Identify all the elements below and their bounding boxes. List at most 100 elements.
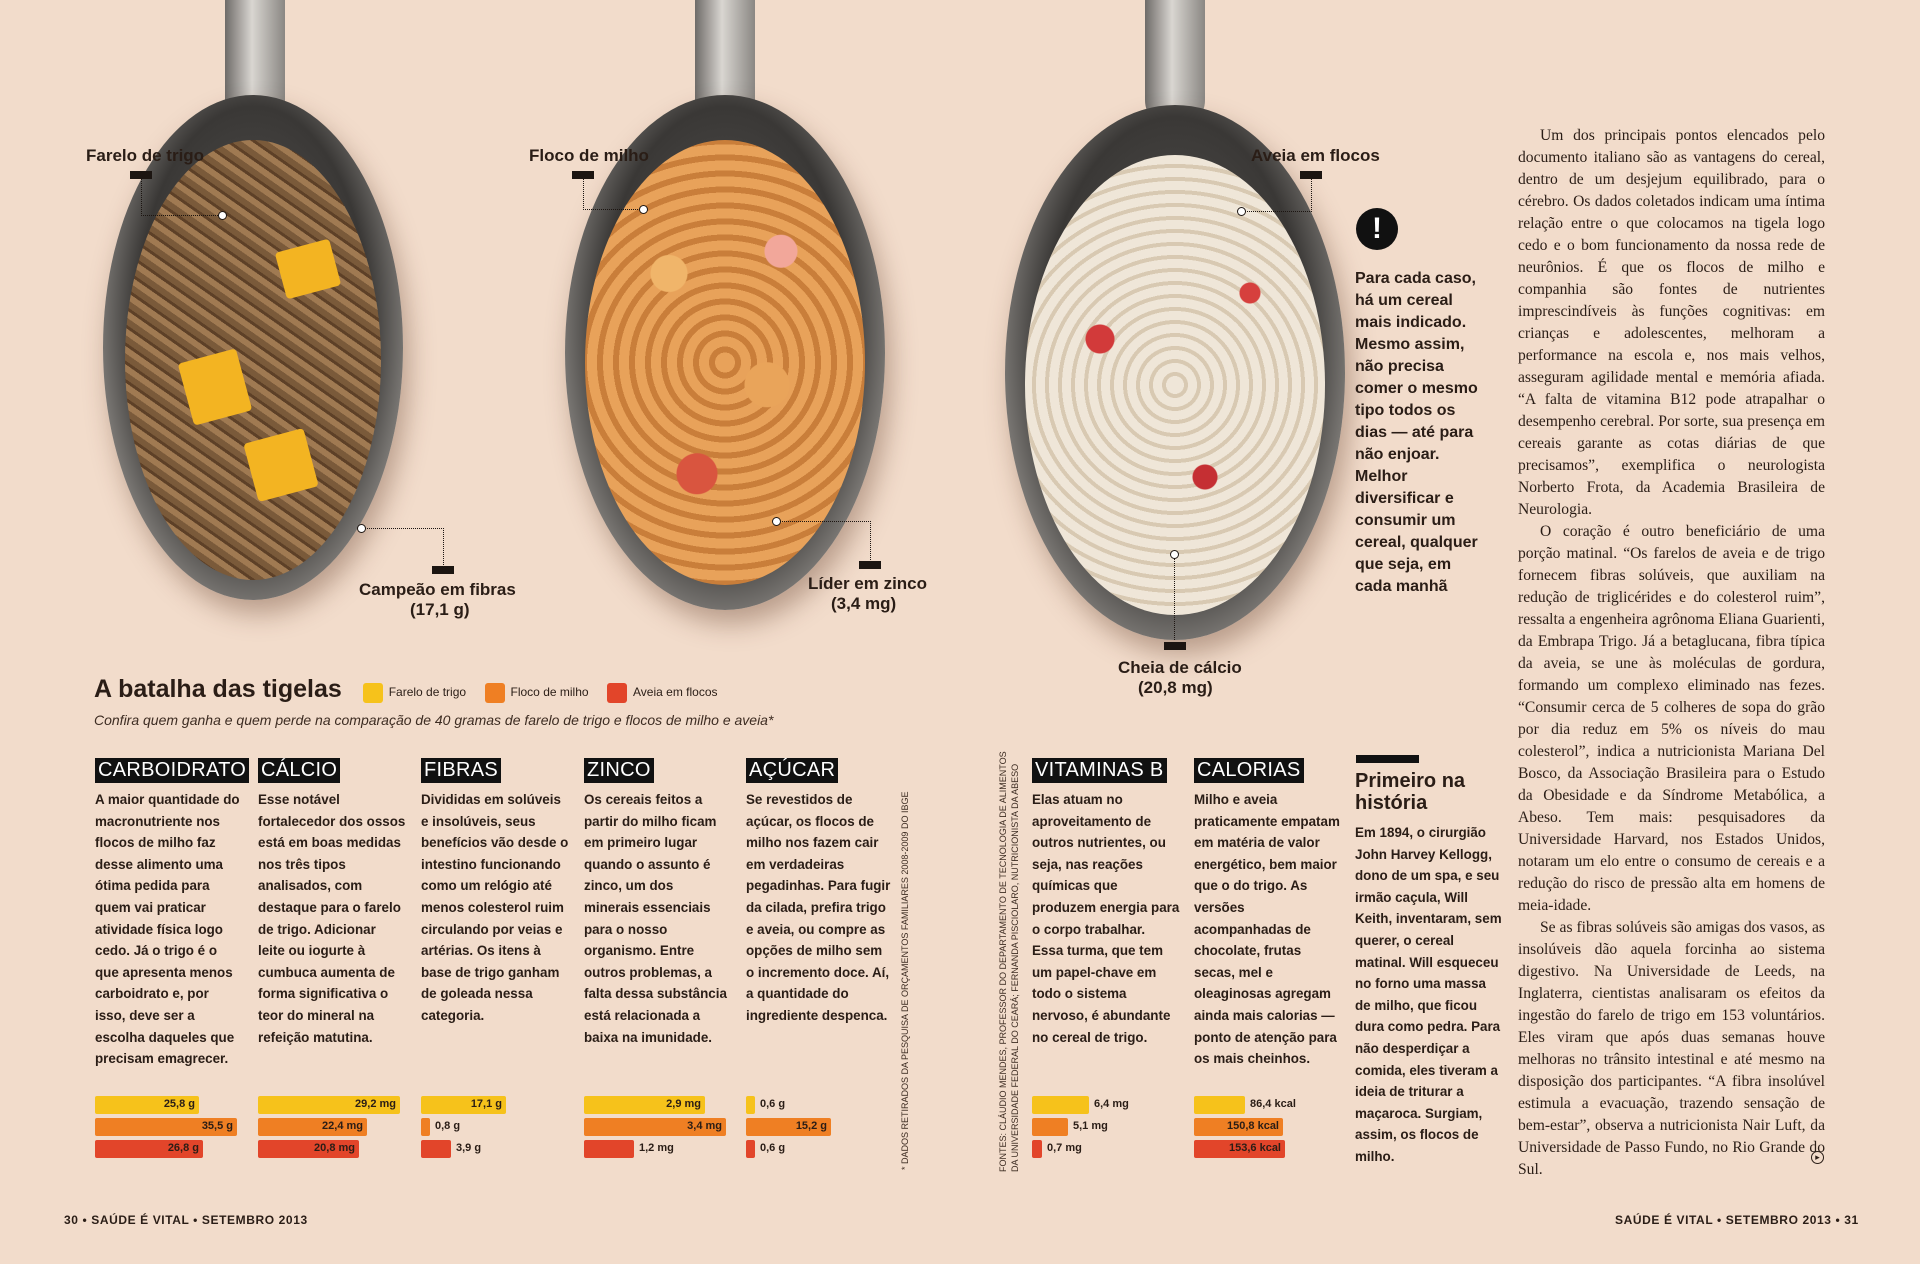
oat-cereal xyxy=(1025,155,1325,615)
bar-value: 0,6 g xyxy=(760,1098,786,1110)
nutrient-bar-chart: 25,8 g 35,5 g 26,8 g xyxy=(95,1096,243,1162)
callout-cheia-title: Cheia de cálcio xyxy=(1118,658,1242,677)
bar-row: 0,8 g xyxy=(421,1118,569,1136)
leader-line xyxy=(141,179,222,216)
bar-value: 25,8 g xyxy=(163,1098,195,1110)
label-point xyxy=(1237,207,1246,216)
folio-left: 30 • SAÚDE É VITAL • SETEMBRO 2013 xyxy=(64,1213,308,1227)
bar-fill xyxy=(1194,1140,1285,1158)
nutrient-bar-chart: 86,4 kcal 150,8 kcal 153,6 kcal xyxy=(1194,1096,1342,1162)
nutrient-title: ZINCO xyxy=(584,758,654,783)
nutrient-title: CÁLCIO xyxy=(258,758,341,783)
bar-fill xyxy=(1194,1118,1283,1136)
nutrient-column: CARBOIDRATO A maior quantidade do macronu… xyxy=(95,758,250,1070)
callout-cheia-value: (20,8 mg) xyxy=(1138,678,1213,697)
bar-value: 26,8 g xyxy=(167,1142,199,1154)
legend-swatch xyxy=(607,682,628,703)
bar-fill xyxy=(95,1118,237,1136)
spoon-corn-image xyxy=(545,0,905,610)
nutrient-title: VITAMINAS B xyxy=(1032,758,1167,783)
nutrient-bar-chart: 0,6 g 15,2 g 0,6 g xyxy=(746,1096,894,1162)
bar-value: 15,2 g xyxy=(795,1120,827,1132)
callout-campeao-title: Campeão em fibras xyxy=(359,580,516,599)
bar-fill xyxy=(95,1096,199,1114)
bar-fill xyxy=(584,1118,726,1136)
nutrient-column: VITAMINAS B Elas atuam no aproveitamento … xyxy=(1032,758,1180,1048)
label-floco-de-milho: Floco de milho xyxy=(529,146,649,165)
nutrient-bar-chart: 2,9 mg 3,4 mg 1,2 mg xyxy=(584,1096,732,1162)
section-title: A batalha das tigelas xyxy=(94,675,342,703)
callout-marker xyxy=(432,566,454,574)
bar-fill xyxy=(1032,1118,1068,1136)
bar-value: 0,6 g xyxy=(760,1142,786,1154)
callout-campeao-value: (17,1 g) xyxy=(410,600,470,619)
bar-fill xyxy=(258,1140,359,1158)
nutrient-column: ZINCO Os cereais feitos a partir do milho… xyxy=(584,758,732,1048)
bar-row: 0,6 g xyxy=(746,1096,894,1114)
legend-swatch xyxy=(484,682,505,703)
bar-row: 25,8 g xyxy=(95,1096,243,1114)
spoon-bran-image xyxy=(95,0,415,610)
sources-note-line2: DA UNIVERSIDADE FEDERAL DO CEARÁ; FERNAN… xyxy=(1010,763,1020,1172)
folio-right: SAÚDE É VITAL • SETEMBRO 2013 • 31 xyxy=(1615,1213,1859,1227)
bar-row: 20,8 mg xyxy=(258,1140,406,1158)
callout-lider-title: Líder em zinco xyxy=(808,574,928,593)
leader-line xyxy=(583,179,642,210)
bar-value: 3,4 mg xyxy=(687,1120,722,1132)
nutrient-text: A maior quantidade do macronutriente nos… xyxy=(95,792,240,1067)
leader-line xyxy=(1244,179,1312,212)
body-paragraph: Se as fibras solúveis são amigas dos vas… xyxy=(1518,919,1825,1178)
nutrient-column: AÇÚCAR Se revestidos de açúcar, os flocos… xyxy=(746,758,894,1027)
bar-row: 35,5 g xyxy=(95,1118,243,1136)
callout-marker xyxy=(859,561,881,569)
nutrient-text: Se revestidos de açúcar, os flocos de mi… xyxy=(746,792,891,1023)
label-marker xyxy=(1300,171,1322,179)
nutrient-text: Divididas em solúveis e insolúveis, seus… xyxy=(421,792,569,1023)
legend-swatch xyxy=(362,682,383,703)
label-aveia-em-flocos: Aveia em flocos xyxy=(1251,146,1380,165)
bar-fill xyxy=(258,1118,367,1136)
history-rule xyxy=(1356,755,1419,763)
leader-line xyxy=(1174,558,1175,640)
history-text: Em 1894, o cirurgião John Harvey Kellogg… xyxy=(1355,825,1502,1164)
bar-fill xyxy=(1194,1096,1245,1114)
nutrient-column: CÁLCIO Esse notável fortalecedor dos osso… xyxy=(258,758,406,1048)
bar-value: 20,8 mg xyxy=(314,1142,355,1154)
article-body: Um dos principais pontos elencados pelo … xyxy=(1518,125,1825,1181)
bar-fill xyxy=(584,1096,705,1114)
nutrient-column: FIBRAS Divididas em solúveis e insolúveis… xyxy=(421,758,569,1027)
nutrient-column: CALORIAS Milho e aveia praticamente empat… xyxy=(1194,758,1342,1070)
label-farelo-de-trigo: Farelo de trigo xyxy=(86,146,205,165)
legend-label: Aveia em flocos xyxy=(633,684,718,699)
bar-row: 3,4 mg xyxy=(584,1118,732,1136)
legend-item-farelo: Farelo de trigo xyxy=(362,682,467,703)
bar-fill xyxy=(746,1096,755,1114)
label-marker xyxy=(572,171,594,179)
nutrient-title: CALORIAS xyxy=(1194,758,1304,783)
bar-row: 22,4 mg xyxy=(258,1118,406,1136)
bar-fill xyxy=(1032,1096,1089,1114)
section-subtitle: Confira quem ganha e quem perde na compa… xyxy=(94,712,774,728)
bar-row: 5,1 mg xyxy=(1032,1118,1180,1136)
bar-value: 35,5 g xyxy=(201,1120,233,1132)
bar-row: 153,6 kcal xyxy=(1194,1140,1342,1158)
bar-fill xyxy=(1032,1140,1042,1158)
sources-note-line1: FONTES: CLÁUDIO MENDES, PROFESSOR DO DEP… xyxy=(998,751,1008,1172)
bar-row: 0,7 mg xyxy=(1032,1140,1180,1158)
nutrient-text: Esse notável fortalecedor dos ossos está… xyxy=(258,792,406,1045)
bar-fill xyxy=(746,1140,755,1158)
label-point xyxy=(639,205,648,214)
arrow-right-circle-icon[interactable]: ▸ xyxy=(1811,1151,1824,1164)
bar-row: 17,1 g xyxy=(421,1096,569,1114)
nutrient-title: FIBRAS xyxy=(421,758,502,783)
bar-value: 29,2 mg xyxy=(355,1098,396,1110)
bar-value: 1,2 mg xyxy=(639,1142,674,1154)
bar-row: 29,2 mg xyxy=(258,1096,406,1114)
cornflakes-cereal xyxy=(585,140,865,585)
bar-value: 150,8 kcal xyxy=(1227,1120,1279,1132)
bar-value: 5,1 mg xyxy=(1073,1120,1108,1132)
bar-row: 1,2 mg xyxy=(584,1140,732,1158)
leader-line xyxy=(780,521,871,562)
legend-label: Farelo de trigo xyxy=(388,684,467,699)
spoon-oat-image xyxy=(1000,0,1360,650)
